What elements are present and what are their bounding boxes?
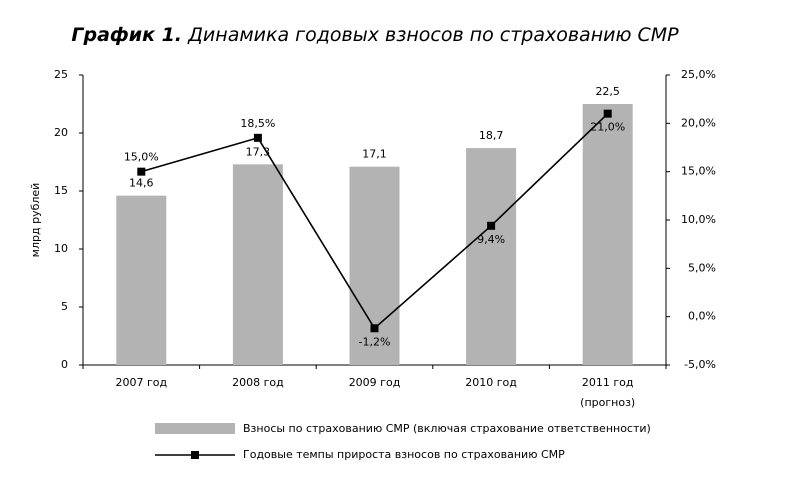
legend-marker xyxy=(191,451,199,459)
bar-value-label: 17,1 xyxy=(362,148,387,161)
y-tick-label: 25 xyxy=(54,68,68,81)
line-marker xyxy=(253,133,262,142)
y2-tick-label: 0,0% xyxy=(688,310,716,323)
title-number: График 1. xyxy=(71,24,182,46)
line-marker xyxy=(487,221,496,230)
legend-label: Годовые темпы прироста взносов по страхо… xyxy=(243,448,565,461)
line-marker xyxy=(603,109,612,118)
y2-tick-label: -5,0% xyxy=(684,358,716,371)
chart-title: График 1. Динамика годовых взносов по ст… xyxy=(71,24,679,46)
x-tick-label: 2010 год xyxy=(465,376,517,389)
y-tick-label: 10 xyxy=(54,242,68,255)
y-tick-label: 5 xyxy=(61,300,68,313)
bar-value-label: 22,5 xyxy=(595,85,620,98)
line-marker xyxy=(137,167,146,176)
x-tick-label: 2007 год xyxy=(115,376,167,389)
bar xyxy=(116,195,167,365)
title-text: Динамика годовых взносов по страхованию … xyxy=(187,24,679,46)
bar-value-label: 18,7 xyxy=(479,129,504,142)
y-tick-label: 15 xyxy=(54,184,68,197)
line-value-label: 9,4% xyxy=(477,233,505,246)
legend-swatch xyxy=(155,423,235,434)
bar-value-label: 14,6 xyxy=(129,177,154,190)
x-annotation: (прогноз) xyxy=(580,396,635,409)
line-value-label: 15,0% xyxy=(124,151,159,164)
line-value-label: 21,0% xyxy=(590,121,625,134)
bar xyxy=(582,104,633,365)
line-marker xyxy=(370,324,379,333)
x-tick-label: 2009 год xyxy=(349,376,401,389)
x-tick-label: 2008 год xyxy=(232,376,284,389)
y2-tick-label: 20,0% xyxy=(681,116,716,129)
bar xyxy=(466,148,517,365)
bar xyxy=(232,164,283,365)
y2-tick-label: 10,0% xyxy=(681,213,716,226)
line-value-label: 18,5% xyxy=(240,117,275,130)
line-value-label: -1,2% xyxy=(359,335,391,348)
y2-tick-label: 5,0% xyxy=(688,261,716,274)
y2-tick-label: 25,0% xyxy=(681,68,716,81)
x-tick-label: 2011 год xyxy=(582,376,634,389)
y-axis-label: млрд рублей xyxy=(29,183,42,258)
y-tick-label: 0 xyxy=(61,358,68,371)
y2-tick-label: 15,0% xyxy=(681,165,716,178)
y-tick-label: 20 xyxy=(54,126,68,139)
legend-label: Взносы по страхованию СМР (включая страх… xyxy=(243,422,651,435)
